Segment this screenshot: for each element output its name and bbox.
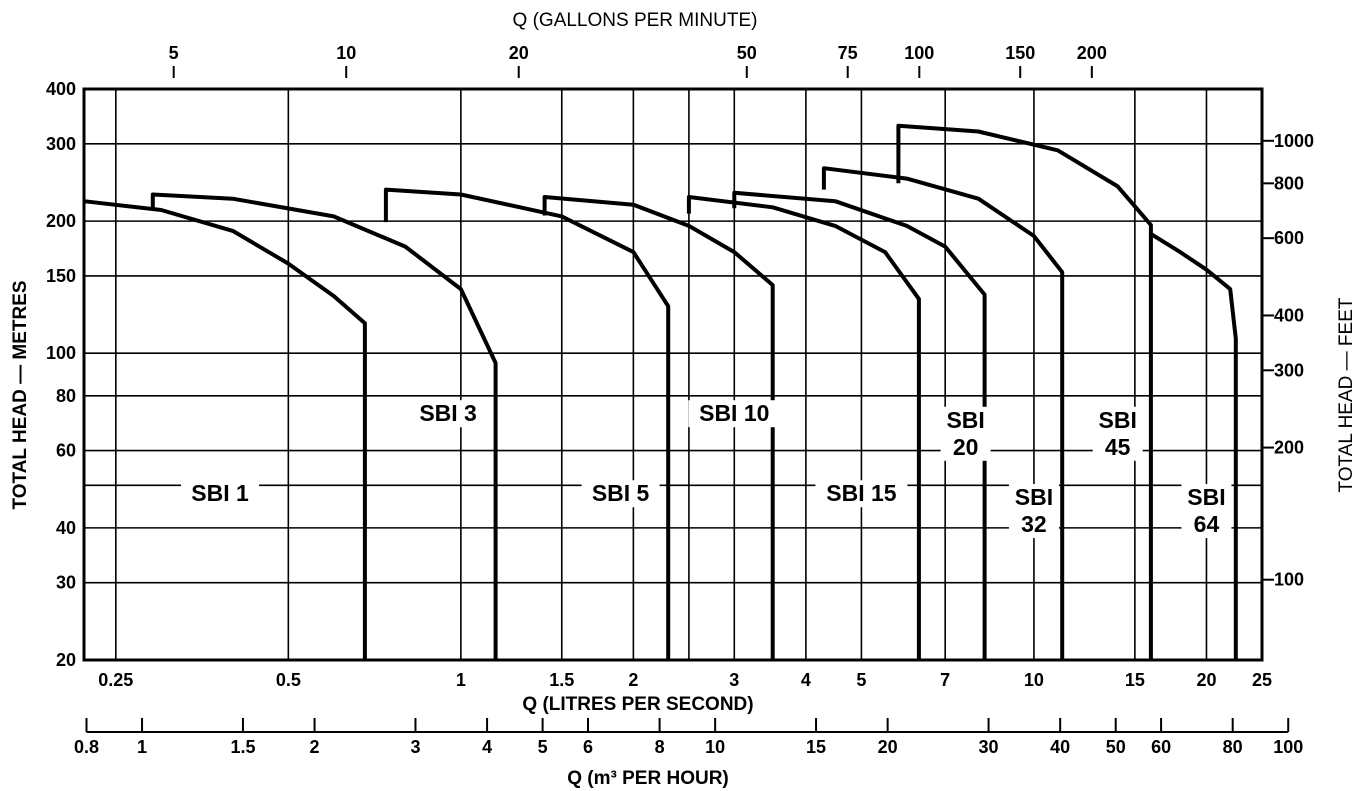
- plot-frame: [82, 87, 1264, 662]
- series-label-sbi-5: SBI 5: [592, 480, 650, 506]
- series-label-sbi-20: 20: [953, 434, 979, 460]
- series-label-bg: [581, 480, 660, 508]
- right-tick-label: 1000: [1274, 131, 1314, 151]
- series-label-bg: [1008, 484, 1059, 539]
- series-curve-sbi-1: [83, 199, 367, 660]
- series-label-sbi-45: 45: [1105, 434, 1131, 460]
- right-axis-title: TOTAL HEAD — FEET: [1336, 297, 1357, 492]
- bottom-tick-label: 2: [628, 670, 638, 690]
- top-tick-label: 150: [1005, 43, 1035, 63]
- series-label-bg: [409, 400, 488, 428]
- bottom-tick-label: 1: [456, 670, 466, 690]
- left-tick-label: 30: [56, 573, 76, 593]
- left-axis-title: TOTAL HEAD — METRES: [10, 280, 31, 509]
- right-tick-label: 300: [1274, 360, 1304, 380]
- left-tick-label: 80: [56, 386, 76, 406]
- secondary-tick-label: 40: [1050, 737, 1070, 757]
- series-label-bg: [1092, 406, 1143, 461]
- right-tick-label: 100: [1274, 570, 1304, 590]
- secondary-tick-label: 6: [583, 737, 593, 757]
- left-tick-label: 100: [46, 343, 76, 363]
- bottom-tick-label: 10: [1024, 670, 1044, 690]
- series-curve-sbi-3: [150, 192, 498, 660]
- series-label-bg: [1181, 484, 1232, 539]
- bottom-tick-label: 7: [940, 670, 950, 690]
- series-label-sbi-1: SBI 1: [191, 480, 249, 506]
- secondary-tick-label: 3: [410, 737, 420, 757]
- series-label-sbi-20: SBI: [946, 407, 984, 433]
- top-tick-label: 10: [336, 43, 356, 63]
- series-label-bg: [815, 480, 908, 508]
- secondary-tick-label: 100: [1273, 737, 1303, 757]
- bottom-tick-label: 5: [856, 670, 866, 690]
- series-curve-sbi-5: [383, 187, 671, 660]
- top-tick-label: 75: [838, 43, 858, 63]
- secondary-tick-label: 50: [1106, 737, 1126, 757]
- right-tick-label: 200: [1274, 438, 1304, 458]
- bottom-secondary-axis-title: Q (m³ PER HOUR): [567, 768, 729, 789]
- right-tick-label: 400: [1274, 305, 1304, 325]
- series-curve-sbi-10: [542, 195, 775, 660]
- secondary-tick-label: 5: [538, 737, 548, 757]
- secondary-tick-label: 1.5: [230, 737, 255, 757]
- series-label-bg: [181, 480, 260, 508]
- series-label-bg: [688, 400, 781, 428]
- top-tick-label: 200: [1077, 43, 1107, 63]
- left-tick-label: 400: [46, 79, 76, 99]
- secondary-tick-label: 2: [310, 737, 320, 757]
- secondary-tick-label: 80: [1223, 737, 1243, 757]
- bottom-tick-label: 15: [1125, 670, 1145, 690]
- left-tick-label: 20: [56, 650, 76, 670]
- bottom-tick-label: 0.25: [98, 670, 133, 690]
- series-label-sbi-64: SBI: [1187, 484, 1225, 510]
- secondary-tick-label: 4: [482, 737, 492, 757]
- secondary-tick-label: 30: [979, 737, 999, 757]
- left-tick-label: 300: [46, 134, 76, 154]
- series-curve-sbi-32: [821, 166, 1065, 660]
- series-label-sbi-10: SBI 10: [699, 400, 769, 426]
- series-label-sbi-15: SBI 15: [826, 480, 897, 506]
- right-tick-label: 800: [1274, 173, 1304, 193]
- bottom-tick-label: 20: [1196, 670, 1216, 690]
- bottom-tick-label: 0.5: [276, 670, 301, 690]
- top-tick-label: 20: [509, 43, 529, 63]
- left-tick-label: 150: [46, 266, 76, 286]
- series-label-sbi-3: SBI 3: [419, 400, 477, 426]
- bottom-tick-label: 4: [801, 670, 811, 690]
- secondary-tick-label: 15: [806, 737, 826, 757]
- series-label-bg: [940, 406, 991, 461]
- top-tick-label: 5: [169, 43, 179, 63]
- series-curves: [83, 123, 1238, 660]
- series-curve-sbi-45: [896, 123, 1153, 660]
- series-label-sbi-64: 64: [1194, 511, 1220, 537]
- top-axis-title: Q (GALLONS PER MINUTE): [513, 10, 758, 31]
- series-curve-sbi-64: [1149, 232, 1238, 660]
- series-label-sbi-32: SBI: [1015, 484, 1053, 510]
- bottom-tick-label: 25: [1252, 670, 1272, 690]
- bottom-tick-label: 3: [729, 670, 739, 690]
- grid-lines: [84, 89, 1262, 660]
- bottom-tick-label: 1.5: [549, 670, 574, 690]
- left-tick-label: 200: [46, 211, 76, 231]
- series-label-sbi-45: SBI: [1099, 407, 1137, 433]
- secondary-tick-label: 8: [655, 737, 665, 757]
- secondary-tick-label: 1: [137, 737, 147, 757]
- secondary-tick-label: 0.8: [74, 737, 99, 757]
- series-curve-sbi-15: [686, 195, 921, 660]
- series-curve-sbi-20: [732, 190, 987, 660]
- secondary-tick-label: 60: [1151, 737, 1171, 757]
- secondary-tick-label: 20: [878, 737, 898, 757]
- secondary-tick-label: 10: [705, 737, 725, 757]
- top-tick-label: 100: [904, 43, 934, 63]
- left-tick-label: 40: [56, 518, 76, 538]
- series-label-sbi-32: 32: [1021, 511, 1047, 537]
- top-tick-label: 50: [737, 43, 757, 63]
- left-tick-label: 60: [56, 441, 76, 461]
- bottom-primary-axis-title: Q (LITRES PER SECOND): [522, 694, 753, 715]
- right-tick-label: 600: [1274, 228, 1304, 248]
